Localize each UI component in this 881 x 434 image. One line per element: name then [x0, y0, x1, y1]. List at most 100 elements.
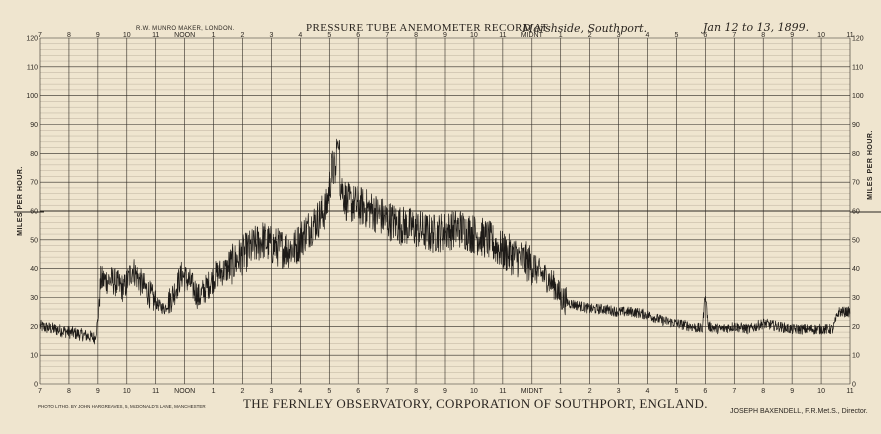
- y-tick-label-right: 20: [852, 324, 860, 331]
- x-tick-label-top: 1: [559, 32, 563, 39]
- x-tick-label-top: 11: [152, 32, 159, 39]
- x-tick-label-top: 7: [38, 32, 42, 39]
- x-tick-label-bottom: 4: [646, 388, 650, 395]
- x-tick-label-bottom: 2: [588, 388, 592, 395]
- y-tick-label-left: 80: [30, 151, 38, 158]
- x-tick-label-top: 7: [732, 32, 736, 39]
- y-tick-label-right: 10: [852, 353, 860, 360]
- x-tick-label-bottom: 1: [559, 388, 563, 395]
- y-tick-label-left: 100: [26, 93, 38, 100]
- x-tick-label-top: 3: [269, 32, 273, 39]
- x-tick-label-top: 7: [385, 32, 389, 39]
- x-tick-label-top: 5: [327, 32, 331, 39]
- wind-speed-trace: [39, 138, 851, 345]
- y-tick-label-left: 40: [30, 266, 38, 273]
- x-tick-label-top: 4: [646, 32, 650, 39]
- y-tick-label-right: 100: [852, 93, 864, 100]
- date-handwritten: Jan 12 to 13, 1899.: [701, 21, 809, 34]
- x-tick-label-top: 8: [414, 32, 418, 39]
- y-tick-label-right: 60: [852, 209, 860, 216]
- x-tick-label-top: 9: [790, 32, 794, 39]
- y-tick-label-left: 110: [27, 64, 38, 71]
- x-tick-label-top: 5: [674, 32, 678, 39]
- x-tick-label-bottom: 10: [123, 388, 131, 395]
- x-tick-label-bottom: 8: [414, 388, 418, 395]
- y-tick-label-right: 40: [852, 266, 860, 273]
- x-tick-label-bottom: 8: [761, 388, 765, 395]
- y-tick-label-left: 10: [30, 353, 38, 360]
- x-tick-label-bottom: 5: [674, 388, 678, 395]
- x-tick-label-top: 10: [123, 32, 131, 39]
- y-tick-label-left: 120: [26, 36, 38, 43]
- x-axis-bottom: 7 8 9 10 11 NOON 1 2 3 4 5 6 7 8 9 10 11 MIDNT 1 2 3 4 5 6 7 8 9 10…: [38, 388, 854, 395]
- x-tick-label-top: 2: [588, 32, 592, 39]
- y-tick-label-right: 90: [852, 122, 860, 129]
- x-tick-label-top: 8: [761, 32, 765, 39]
- x-tick-label-bottom: 2: [241, 388, 245, 395]
- x-tick-label-bottom: 1: [212, 388, 216, 395]
- x-tick-label-bottom: 9: [443, 388, 447, 395]
- x-axis-top: 7 8 9 10 11 NOON 1 2 3 4 5 6 7 8 9 10 11 MIDNT 1 2 3 4 5 6 7 8 9 10…: [38, 32, 854, 39]
- x-tick-label-top: 1: [212, 32, 216, 39]
- x-tick-label-top: 10: [817, 32, 825, 39]
- chart-title: PRESSURE TUBE ANEMOMETER RECORD AT: [306, 22, 548, 34]
- x-tick-label-bottom: 5: [327, 388, 331, 395]
- y-tick-label-right: 30: [852, 295, 860, 302]
- x-tick-label-top: 6: [356, 32, 360, 39]
- x-tick-label-top: 11: [499, 32, 506, 39]
- x-tick-label-top: 2: [241, 32, 245, 39]
- x-tick-label-top: 9: [443, 32, 447, 39]
- y-tick-label-left: 30: [30, 295, 38, 302]
- y-axis-left: 0 10 20 30 40 50 60 70 80 90 100 110 120: [26, 36, 38, 389]
- x-tick-label-bottom: NOON: [174, 388, 195, 395]
- x-tick-label-top: NOON: [174, 32, 195, 39]
- x-tick-label-bottom: 10: [470, 388, 478, 395]
- y-tick-label-left: 60: [30, 209, 38, 216]
- x-tick-label-bottom: 11: [152, 388, 159, 395]
- y-tick-label-right: 120: [852, 36, 864, 43]
- x-tick-label-top: 11: [846, 32, 853, 39]
- x-tick-label-top: MIDNT: [521, 32, 544, 39]
- x-tick-label-bottom: 8: [67, 388, 71, 395]
- y-tick-label-left: 70: [30, 180, 38, 187]
- x-tick-label-bottom: 9: [96, 388, 100, 395]
- x-tick-label-bottom: 7: [38, 388, 42, 395]
- x-tick-label-bottom: 6: [356, 388, 360, 395]
- x-tick-label-top: 6: [703, 32, 707, 39]
- y-tick-label-left: 50: [30, 237, 38, 244]
- x-tick-label-bottom: 9: [790, 388, 794, 395]
- x-tick-label-bottom: 7: [732, 388, 736, 395]
- x-tick-label-top: 9: [96, 32, 100, 39]
- observatory-footer: THE FERNLEY OBSERVATORY, CORPORATION OF …: [243, 396, 708, 411]
- major-gridlines: [39, 37, 851, 385]
- x-tick-label-top: 10: [470, 32, 478, 39]
- y-tick-label-right: 80: [852, 151, 860, 158]
- x-tick-label-bottom: 3: [269, 388, 273, 395]
- y-tick-label-left: 90: [30, 122, 38, 129]
- y-axis-label-right: MILES PER HOUR.: [867, 130, 874, 200]
- x-tick-label-bottom: 4: [298, 388, 302, 395]
- x-tick-label-bottom: 7: [385, 388, 389, 395]
- y-tick-label-left: 0: [34, 382, 38, 389]
- y-tick-label-right: 0: [852, 382, 856, 389]
- maker-label: R.W. MUNRO MAKER, LONDON.: [136, 26, 235, 32]
- y-tick-label-right: 110: [852, 64, 863, 71]
- y-tick-label-right: 70: [852, 180, 860, 187]
- x-tick-label-bottom: 11: [846, 388, 853, 395]
- x-tick-label-bottom: 3: [617, 388, 621, 395]
- x-tick-label-top: 4: [298, 32, 302, 39]
- x-tick-label-top: 8: [67, 32, 71, 39]
- x-tick-label-bottom: 10: [817, 388, 825, 395]
- y-axis-label-left: MILES PER HOUR.: [17, 166, 24, 236]
- y-axis-right: 0 10 20 30 40 50 60 70 80 90 100 110 120: [852, 36, 864, 389]
- director-credit: JOSEPH BAXENDELL, F.R.Met.S., Director.: [730, 408, 868, 415]
- x-tick-label-bottom: 6: [703, 388, 707, 395]
- x-tick-label-top: 3: [617, 32, 621, 39]
- location-handwritten: Marshside, Southport.: [521, 22, 647, 35]
- x-tick-label-bottom: MIDNT: [521, 388, 544, 395]
- y-tick-label-right: 50: [852, 237, 860, 244]
- printer-credit: PHOTO LITHO. BY JOHN HARGREAVES, 5, McDO…: [38, 404, 206, 409]
- x-tick-label-bottom: 11: [499, 388, 506, 395]
